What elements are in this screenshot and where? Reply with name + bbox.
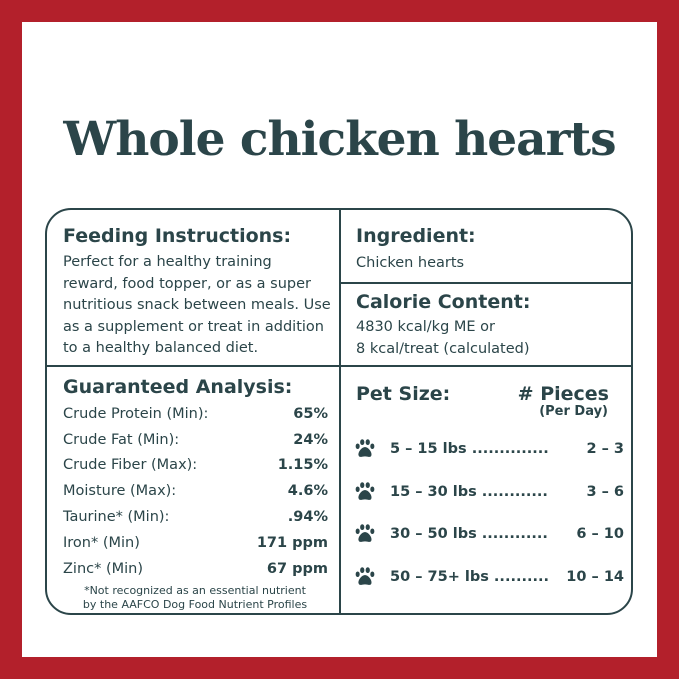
text-line: *Not recognized as an essential nutrient: [84, 584, 306, 597]
pet-size-row: 30 – 50 lbs ............ 6 – 10: [354, 513, 624, 556]
page-title: Whole chicken hearts: [63, 112, 616, 167]
nutrient-label: Crude Fat (Min):: [63, 431, 180, 448]
pet-size-range: 30 – 50 lbs ............: [390, 526, 548, 543]
analysis-list: Crude Protein (Min): 65% Crude Fat (Min):…: [63, 401, 328, 582]
nutrient-value: 4.6%: [287, 483, 328, 500]
analysis-row: Crude Protein (Min): 65%: [63, 401, 328, 427]
ingredient-text: Chicken hearts: [356, 255, 465, 271]
analysis-row: Iron* (Min) 171 ppm: [63, 530, 328, 556]
pieces-subheading: (Per Day): [539, 404, 608, 419]
analysis-row: Taurine* (Min): .94%: [63, 504, 328, 530]
paw-icon: [355, 481, 375, 500]
text-line: Perfect for a healthy training: [63, 254, 272, 270]
analysis-heading: Guaranteed Analysis:: [63, 376, 293, 398]
nutrient-label: Iron* (Min): [63, 534, 140, 551]
calorie-heading: Calorie Content:: [356, 291, 531, 313]
pieces-value: 6 – 10: [576, 526, 624, 543]
feeding-text: Perfect for a healthy training reward, f…: [63, 252, 331, 360]
paw-icon: [355, 566, 375, 585]
ingredient-heading: Ingredient:: [356, 225, 476, 247]
nutrient-label: Taurine* (Min):: [63, 509, 170, 526]
pet-size-row: 5 – 15 lbs .............. 2 – 3: [354, 428, 624, 471]
analysis-row: Crude Fat (Min): 24%: [63, 427, 328, 453]
nutrient-label: Zinc* (Min): [63, 560, 144, 577]
nutrient-value: 67 ppm: [266, 560, 328, 577]
text-line: as a supplement or treat in addition: [63, 318, 324, 335]
divider: [341, 365, 632, 367]
paw-icon: [355, 439, 375, 458]
pet-size-range: 15 – 30 lbs ............: [390, 483, 548, 500]
nutrient-label: Moisture (Max):: [63, 483, 177, 500]
pieces-heading: # Pieces: [517, 383, 609, 405]
pieces-value: 10 – 14: [566, 568, 624, 585]
text-line: reward, food topper, or as a super: [63, 275, 311, 292]
pieces-value: 2 – 3: [586, 441, 624, 458]
text-line: to a healthy balanced diet.: [63, 340, 259, 356]
pet-size-range: 50 – 75+ lbs ..........: [390, 568, 550, 585]
analysis-row: Moisture (Max): 4.6%: [63, 478, 328, 504]
analysis-row: Zinc* (Min) 67 ppm: [63, 556, 328, 582]
nutrient-value: 65%: [293, 405, 328, 422]
pet-size-range: 5 – 15 lbs ..............: [390, 441, 549, 458]
nutrient-value: .94%: [287, 509, 328, 526]
nutrient-value: 1.15%: [277, 457, 328, 474]
text-line: by the AAFCO Dog Food Nutrient Profiles: [82, 598, 308, 611]
pet-size-heading: Pet Size:: [356, 383, 451, 405]
text-line: 4830 kcal/kg ME or: [356, 319, 496, 335]
calorie-text: 4830 kcal/kg ME or 8 kcal/treat (calcula…: [356, 317, 530, 360]
nutrient-value: 24%: [293, 431, 328, 448]
nutrient-label: Crude Fiber (Max):: [63, 457, 198, 474]
feeding-chart: 5 – 15 lbs .............. 2 – 3 15 – 30 l…: [354, 428, 624, 598]
nutrient-value: 171 ppm: [256, 534, 328, 551]
divider: [341, 282, 632, 284]
pet-size-row: 50 – 75+ lbs .......... 10 – 14: [354, 556, 624, 599]
paw-icon: [355, 524, 375, 543]
pet-size-row: 15 – 30 lbs ............ 3 – 6: [354, 471, 624, 514]
footnote: *Not recognized as an essential nutrient…: [60, 584, 330, 612]
text-line: nutritious snack between meals. Use: [63, 297, 331, 313]
divider: [339, 209, 341, 615]
text-line: 8 kcal/treat (calculated): [356, 340, 530, 357]
nutrient-label: Crude Protein (Min):: [63, 405, 209, 422]
pieces-value: 3 – 6: [586, 483, 624, 500]
analysis-row: Crude Fiber (Max): 1.15%: [63, 453, 328, 479]
divider: [46, 365, 339, 367]
feeding-heading: Feeding Instructions:: [63, 225, 292, 247]
